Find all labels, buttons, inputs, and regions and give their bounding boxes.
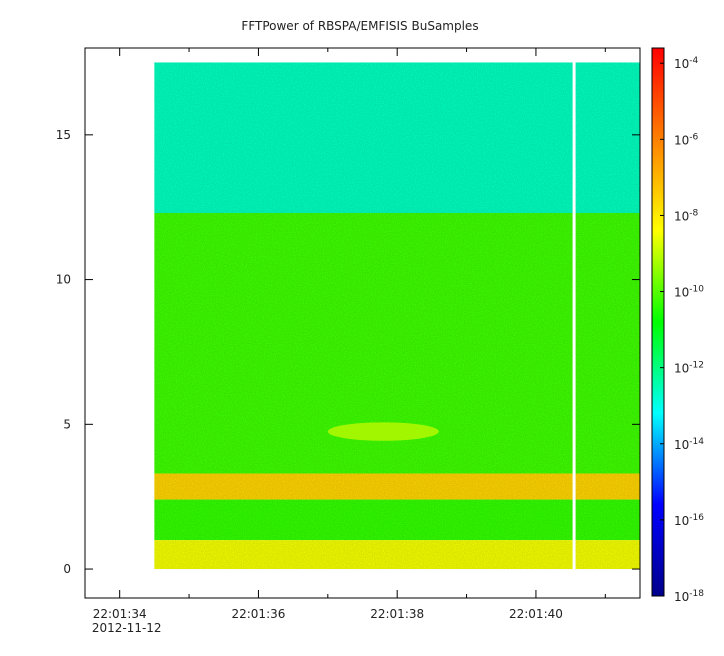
- y-tick-label: 10: [56, 273, 71, 287]
- spectrogram-band: [154, 540, 640, 570]
- colorbar-tick-label: 10-6: [674, 132, 699, 147]
- x-tick-label: 22:01:40: [509, 607, 563, 621]
- colorbar-tick-label: 10-16: [674, 513, 704, 528]
- colorbar-tick-label: 10-18: [674, 589, 704, 604]
- y-tick-label: 0: [63, 562, 71, 576]
- colorbar-tick-label: 10-10: [674, 285, 704, 300]
- x-tick-date-label: 2012-11-12: [92, 621, 162, 635]
- spectrogram-band: [154, 473, 640, 500]
- chart-title: FFTPower of RBSPA/EMFISIS BuSamples: [241, 19, 478, 33]
- spectrogram-band: [154, 62, 640, 214]
- spectrogram-band: [154, 499, 640, 541]
- colorbar-tick-label: 10-14: [674, 437, 704, 452]
- y-axis: 0 5 10 15: [56, 128, 640, 576]
- colorbar-tick-label: 10-8: [674, 208, 699, 223]
- x-tick-label: 22:01:34: [93, 607, 147, 621]
- x-tick-label: 22:01:38: [370, 607, 424, 621]
- colorbar-tick-label: 10-4: [674, 56, 699, 71]
- spectrogram-feature: [327, 422, 439, 441]
- spectrogram-data: [154, 62, 640, 570]
- data-gap: [572, 62, 576, 570]
- colorbar-bar: [651, 47, 665, 597]
- colorbar-tick-label: 10-12: [674, 361, 704, 376]
- plot-frame: [84, 47, 641, 599]
- x-tick-label: 22:01:36: [231, 607, 285, 621]
- y-tick-label: 5: [63, 417, 71, 431]
- y-tick-label: 15: [56, 128, 71, 142]
- colorbar: 10-4 10-6 10-8 10-10 10-12 10-14 10-16 10-18: [651, 47, 704, 604]
